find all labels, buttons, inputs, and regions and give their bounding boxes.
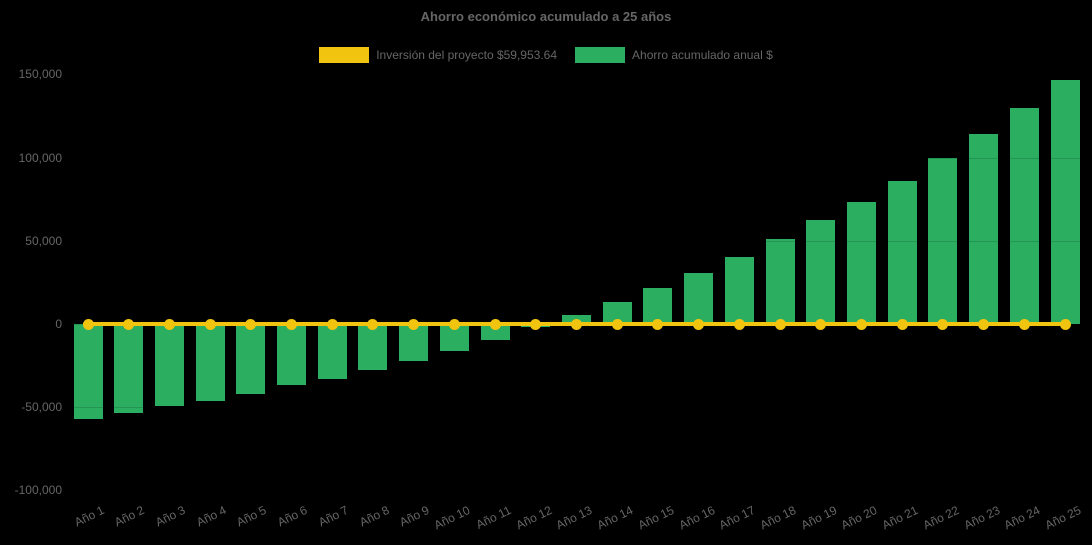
- x-axis-tick-label: Año 2: [112, 503, 147, 530]
- line-point-año-1[interactable]: [82, 318, 94, 330]
- bar-año-6[interactable]: [277, 324, 307, 386]
- x-axis-tick-label: Año 19: [798, 503, 839, 533]
- line-point-año-8[interactable]: [367, 318, 379, 330]
- bar-año-2[interactable]: [114, 324, 144, 413]
- line-point-año-15[interactable]: [652, 318, 664, 330]
- bar-año-11[interactable]: [480, 324, 510, 340]
- x-axis-tick-label: Año 11: [473, 503, 514, 532]
- bar-año-1[interactable]: [73, 324, 103, 419]
- gridline: [68, 157, 1085, 159]
- gridline: [68, 407, 1085, 409]
- legend-item-investment[interactable]: Inversión del proyecto $59,953.64: [319, 47, 557, 63]
- x-axis-tick-label: Año 18: [757, 503, 799, 533]
- line-point-año-2[interactable]: [123, 318, 135, 330]
- x-axis-tick-label: Año 1: [71, 503, 107, 530]
- gridline: [68, 74, 1085, 76]
- legend-swatch-icon: [575, 47, 626, 63]
- line-point-año-3[interactable]: [163, 318, 175, 330]
- x-axis-tick-label: Año 24: [1002, 503, 1043, 533]
- x-axis-tick-label: Año 10: [432, 503, 473, 533]
- bar-año-23[interactable]: [969, 133, 999, 324]
- line-point-año-12[interactable]: [530, 318, 542, 330]
- line-point-año-14[interactable]: [611, 318, 623, 330]
- line-point-año-17[interactable]: [733, 318, 745, 330]
- x-axis-tick-label: Año 12: [513, 503, 554, 533]
- x-axis-tick-label: Año 21: [879, 503, 921, 533]
- x-axis-tick-label: Año 17: [717, 503, 758, 533]
- x-axis-tick-label: Año 3: [153, 503, 188, 530]
- x-axis-tick-label: Año 7: [316, 503, 351, 530]
- line-point-año-13[interactable]: [571, 318, 582, 330]
- line-point-año-6[interactable]: [286, 318, 298, 330]
- bar-año-7[interactable]: [317, 324, 347, 379]
- y-axis-tick-label: 100,000: [18, 150, 62, 165]
- chart-title: Ahorro económico acumulado a 25 años: [420, 9, 672, 24]
- line-point-año-10[interactable]: [448, 318, 460, 330]
- x-axis-tick-label: Año 5: [234, 503, 269, 530]
- line-point-año-19[interactable]: [815, 318, 827, 330]
- bar-año-17[interactable]: [724, 257, 754, 324]
- bar-año-4[interactable]: [195, 324, 225, 401]
- line-point-año-16[interactable]: [693, 318, 705, 330]
- bar-año-22[interactable]: [928, 157, 958, 324]
- bar-año-19[interactable]: [806, 220, 836, 324]
- line-point-año-21[interactable]: [896, 318, 908, 330]
- x-axis-tick-label: Año 25: [1042, 503, 1084, 533]
- x-axis-tick-label: Año 9: [397, 503, 432, 530]
- bar-año-9[interactable]: [399, 324, 429, 362]
- legend-label: Inversión del proyecto $59,953.64: [376, 48, 558, 62]
- x-axis-tick-label: Año 6: [275, 503, 310, 530]
- x-axis-tick-label: Año 4: [193, 503, 229, 530]
- line-point-año-18[interactable]: [774, 318, 786, 330]
- legend-label: Ahorro acumulado anual $: [632, 48, 773, 62]
- gridline: [68, 490, 1085, 492]
- gridline: [68, 240, 1085, 242]
- line-point-año-23[interactable]: [978, 318, 990, 330]
- x-axis-tick-label: Año 13: [554, 503, 595, 533]
- bar-año-3[interactable]: [154, 324, 184, 407]
- bar-año-16[interactable]: [684, 273, 714, 324]
- chart-legend: Inversión del proyecto $59,953.64 Ahorro …: [0, 46, 1092, 64]
- x-axis-tick-label: Año 15: [635, 503, 677, 533]
- x-axis-tick-label: Año 22: [920, 503, 962, 533]
- line-point-año-20[interactable]: [855, 318, 867, 330]
- bar-año-5[interactable]: [236, 324, 266, 394]
- legend-item-savings[interactable]: Ahorro acumulado anual $: [575, 47, 773, 63]
- legend-swatch-icon: [319, 47, 370, 63]
- line-point-año-11[interactable]: [489, 318, 501, 330]
- x-axis-tick-label: Año 14: [595, 503, 636, 533]
- x-axis-tick-label: Año 8: [356, 503, 392, 530]
- bar-año-20[interactable]: [846, 201, 876, 324]
- line-point-año-22[interactable]: [937, 318, 949, 330]
- bar-año-8[interactable]: [358, 324, 388, 370]
- y-axis-tick-label: 50,000: [25, 233, 62, 248]
- x-axis-tick-label: Año 16: [676, 503, 717, 533]
- bar-año-21[interactable]: [887, 180, 917, 324]
- bar-año-15[interactable]: [643, 287, 673, 324]
- x-axis-tick-label: Año 23: [961, 503, 1002, 533]
- x-axis-tick-label: Año 20: [839, 503, 880, 533]
- bar-año-18[interactable]: [765, 239, 795, 324]
- line-point-año-9[interactable]: [408, 318, 420, 330]
- y-axis-tick-label: 150,000: [18, 67, 62, 82]
- y-axis-tick-label: 0: [55, 317, 62, 331]
- line-point-año-24[interactable]: [1018, 318, 1030, 330]
- bar-año-25[interactable]: [1050, 80, 1080, 324]
- line-point-año-5[interactable]: [245, 318, 257, 330]
- line-point-año-25[interactable]: [1059, 318, 1071, 330]
- y-axis-tick-label: -50,000: [21, 400, 62, 415]
- y-axis-tick-label: -100,000: [14, 483, 62, 498]
- bar-año-14[interactable]: [602, 302, 632, 324]
- bar-año-24[interactable]: [1009, 108, 1039, 324]
- line-point-año-4[interactable]: [204, 318, 216, 330]
- line-point-año-7[interactable]: [326, 318, 338, 330]
